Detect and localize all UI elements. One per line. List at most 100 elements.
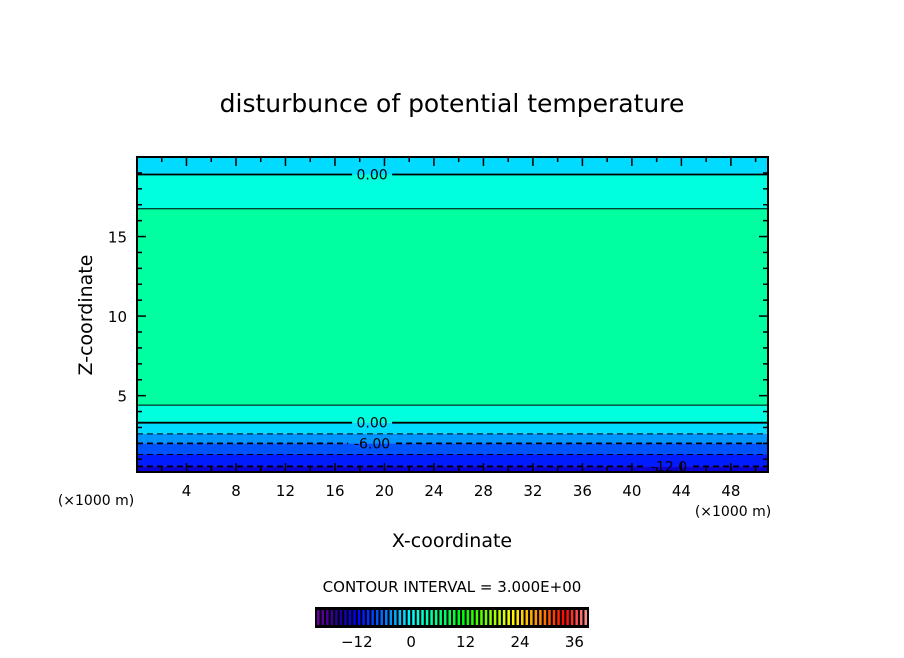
colorbar-swatch: [534, 610, 538, 625]
colorbar-swatch: [575, 610, 578, 625]
colorbar-swatch: [439, 610, 442, 625]
chart-title: disturbunce of potential temperature: [220, 89, 685, 118]
colorbar-swatch: [366, 610, 370, 625]
colorbar-swatch: [552, 610, 556, 625]
colorbar-tick-label: 0: [406, 633, 416, 651]
colorbar-tick-label: 12: [456, 633, 475, 651]
colorbar-swatch: [530, 610, 533, 625]
colorbar-swatch: [321, 610, 325, 625]
x-tick-label: 4: [182, 482, 192, 500]
colorbar-background: [316, 608, 588, 627]
colorbar-tick-label: −12: [341, 633, 373, 651]
plot-frame: [136, 156, 769, 473]
x-tick-label: 24: [424, 482, 443, 500]
x-tick-label: 40: [622, 482, 641, 500]
x-tick-label: 16: [325, 482, 344, 500]
colorbar-swatch: [317, 610, 320, 625]
colorbar-swatch: [407, 610, 411, 625]
colorbar-swatch: [348, 610, 352, 625]
colorbar-swatch: [380, 610, 383, 625]
colorbar-swatch: [561, 610, 565, 625]
x-tick-label: 28: [474, 482, 493, 500]
x-tick-label: 32: [523, 482, 542, 500]
y-axis-label: Z-coordinate: [75, 255, 97, 376]
fill-band: [137, 208, 768, 406]
x-axis-label: X-coordinate: [392, 530, 512, 552]
y-tick-label: 10: [108, 308, 127, 326]
colorbar-swatch: [353, 610, 356, 625]
colorbar-tick-label: 36: [565, 633, 584, 651]
fill-band: [137, 174, 768, 209]
fill-band: [137, 454, 768, 467]
colorbar-swatch: [330, 610, 334, 625]
colorbar-swatch: [548, 610, 551, 625]
colorbar-swatch: [339, 610, 343, 625]
x-tick-label: 48: [721, 482, 740, 500]
fill-band: [137, 433, 768, 444]
colorbar-swatch: [453, 610, 456, 625]
colorbar-swatch: [493, 610, 497, 625]
plot-area: 0.000.00-6.00-12.04 8 12 16 20 24 28 32 36 40 44 48…: [108, 156, 769, 500]
colorbar-swatch: [421, 610, 424, 625]
fill-band: [137, 422, 768, 434]
colorbar-swatch: [475, 610, 479, 625]
colorbar-swatch: [412, 610, 415, 625]
colorbar-swatch: [498, 610, 501, 625]
x-tick-label: 12: [276, 482, 295, 500]
colorbar-swatch: [557, 610, 560, 625]
x-tick-label: 36: [573, 482, 592, 500]
colorbar-swatch: [425, 610, 429, 625]
colorbar-swatch: [466, 610, 470, 625]
colorbar-swatch: [375, 610, 379, 625]
colorbar-swatch: [484, 610, 488, 625]
colorbar-swatch: [430, 610, 433, 625]
y-tick-label: 15: [108, 229, 127, 247]
colorbar-swatch: [570, 610, 574, 625]
colorbar-swatch: [335, 610, 338, 625]
colorbar-swatch: [357, 610, 361, 625]
colorbar-swatch: [584, 610, 587, 625]
colorbar-swatch: [326, 610, 329, 625]
colorbar-swatch: [448, 610, 451, 625]
colorbar-swatch: [566, 610, 569, 625]
y-tick-label: 5: [117, 388, 127, 406]
colorbar-swatch: [511, 610, 515, 625]
colorbar-swatch: [403, 610, 406, 625]
colorbar-swatch: [362, 610, 365, 625]
colorbar-swatch: [507, 610, 510, 625]
colorbar-swatch: [525, 610, 529, 625]
colorbar-swatch: [457, 610, 461, 625]
fill-band: [137, 443, 768, 455]
fill-band: [137, 466, 768, 472]
colorbar-tick-label: 24: [510, 633, 529, 651]
contour-label: -6.00: [354, 436, 390, 452]
colorbar-swatch: [543, 610, 547, 625]
colorbar-swatch: [539, 610, 542, 625]
colorbar-swatch: [434, 610, 438, 625]
contour-label: 0.00: [356, 168, 387, 184]
colorbar-swatch: [462, 610, 465, 625]
colorbar-frame: [315, 607, 589, 628]
colorbar-swatch: [443, 610, 447, 625]
x-unit-label: (×1000 m): [695, 504, 771, 520]
colorbar-swatch: [394, 610, 397, 625]
colorbar-swatch: [385, 610, 388, 625]
y-unit-label: (×1000 m): [58, 493, 134, 509]
colorbar-swatch: [516, 610, 519, 625]
x-tick-label: 44: [672, 482, 691, 500]
colorbar-swatch: [398, 610, 402, 625]
colorbar-swatch: [521, 610, 524, 625]
colorbar-swatch: [371, 610, 374, 625]
contour-label: 0.00: [356, 416, 387, 432]
colorbar-swatch: [502, 610, 506, 625]
colorbar-swatch: [579, 610, 583, 625]
x-tick-label: 8: [231, 482, 241, 500]
colorbar-swatch: [416, 610, 420, 625]
colorbar-swatch: [480, 610, 483, 625]
colorbar-swatch: [389, 610, 393, 625]
contour-interval-label: CONTOUR INTERVAL = 3.000E+00: [323, 578, 582, 596]
x-tick-label: 20: [375, 482, 394, 500]
colorbar-swatch: [344, 610, 347, 625]
colorbar-swatch: [471, 610, 474, 625]
